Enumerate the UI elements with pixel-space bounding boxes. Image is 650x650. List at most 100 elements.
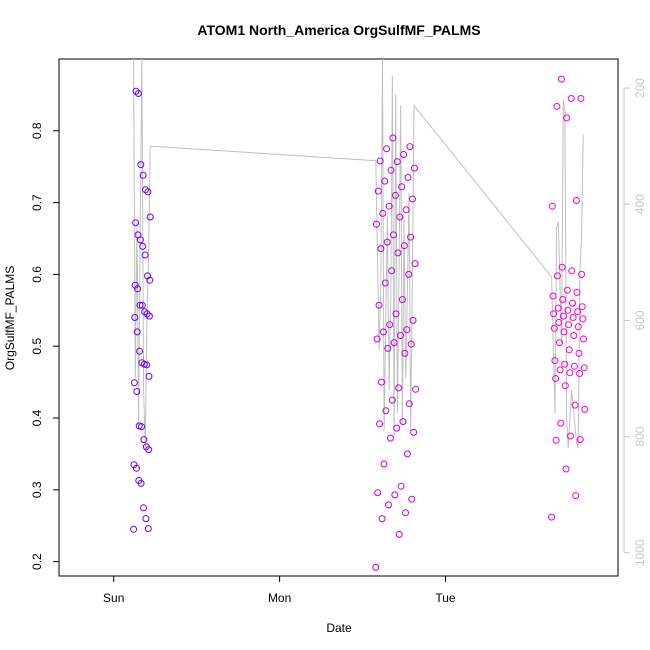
data-point	[576, 370, 584, 377]
data-point	[381, 279, 389, 287]
data-point	[373, 335, 381, 343]
data-point	[560, 328, 568, 336]
data-point	[372, 563, 380, 571]
y2-tick-label: 800	[633, 426, 647, 446]
data-point	[134, 90, 142, 97]
data-point	[397, 482, 405, 490]
data-point	[141, 308, 149, 316]
data-point	[133, 328, 141, 336]
data-point	[572, 492, 580, 500]
data-point	[379, 328, 387, 336]
data-point	[570, 362, 578, 370]
data-point	[380, 460, 388, 468]
data-point	[574, 323, 582, 331]
data-point	[563, 286, 571, 294]
data-point	[393, 158, 401, 166]
data-point	[146, 213, 154, 221]
data-point	[404, 174, 412, 181]
data-point	[381, 177, 389, 185]
data-point	[559, 312, 567, 320]
data-point	[563, 114, 571, 122]
data-point	[376, 157, 384, 165]
data-point	[139, 171, 147, 179]
data-point	[141, 251, 149, 259]
data-point	[411, 260, 419, 268]
data-point	[383, 238, 391, 246]
data-point	[373, 220, 380, 228]
data-point	[388, 396, 396, 404]
y-tick-label: 0.7	[30, 194, 44, 211]
x-tick-label: Mon	[268, 591, 291, 605]
data-point	[387, 166, 395, 174]
data-point	[131, 281, 139, 289]
data-point	[377, 245, 385, 253]
data-point	[398, 296, 406, 303]
data-point	[557, 75, 565, 83]
data-point	[389, 134, 397, 142]
data-point	[376, 420, 384, 428]
data-point	[135, 422, 143, 430]
data-point	[579, 315, 587, 323]
data-point	[386, 321, 394, 329]
data-point	[409, 195, 416, 203]
data-point	[574, 308, 582, 316]
data-point	[385, 501, 392, 509]
data-point	[395, 384, 403, 392]
data-point	[410, 164, 418, 172]
x-axis-label: Date	[326, 621, 352, 635]
data-point	[140, 504, 147, 512]
data-point	[559, 296, 567, 303]
data-point	[388, 267, 396, 275]
data-point	[396, 213, 404, 221]
data-point	[568, 267, 576, 275]
data-point	[554, 304, 562, 312]
data-point	[132, 464, 140, 472]
data-point	[577, 95, 585, 102]
data-point	[552, 375, 560, 382]
data-point	[575, 349, 583, 357]
data-point	[142, 443, 150, 451]
data-point	[145, 312, 153, 320]
data-point	[550, 324, 558, 332]
data-point	[393, 424, 401, 432]
data-point	[132, 219, 140, 227]
data-point	[573, 288, 581, 296]
data-point	[138, 301, 146, 309]
data-point	[374, 187, 382, 195]
data-point	[570, 332, 578, 339]
data-point	[407, 340, 415, 348]
data-point	[132, 87, 140, 95]
data-point	[392, 310, 400, 318]
data-point	[408, 495, 416, 503]
y-tick-label: 0.4	[30, 409, 44, 426]
data-point	[403, 326, 411, 334]
data-point	[131, 314, 139, 321]
data-point	[557, 419, 565, 427]
data-point	[569, 314, 577, 321]
data-point	[139, 242, 147, 250]
data-point	[580, 364, 588, 372]
data-point	[571, 401, 579, 409]
data-point	[561, 360, 569, 368]
data-point	[565, 346, 573, 354]
data-point	[554, 272, 561, 280]
data-point	[137, 161, 145, 169]
y2-tick-label: 200	[633, 78, 647, 98]
data-point	[384, 344, 392, 352]
data-point	[130, 525, 138, 533]
data-point	[578, 270, 586, 278]
data-point	[390, 339, 398, 347]
data-point	[386, 434, 394, 442]
data-point	[553, 102, 561, 110]
y2-tick-label: 1000	[633, 539, 647, 566]
data-point	[401, 349, 409, 357]
data-point	[572, 197, 580, 204]
y2-axis: 200 400 600 800 1000	[623, 78, 647, 566]
y-tick-label: 0.3	[30, 481, 44, 498]
data-point	[562, 465, 570, 473]
data-point	[382, 407, 390, 415]
data-point	[390, 231, 397, 239]
data-point	[136, 301, 144, 309]
data-point	[375, 301, 383, 309]
